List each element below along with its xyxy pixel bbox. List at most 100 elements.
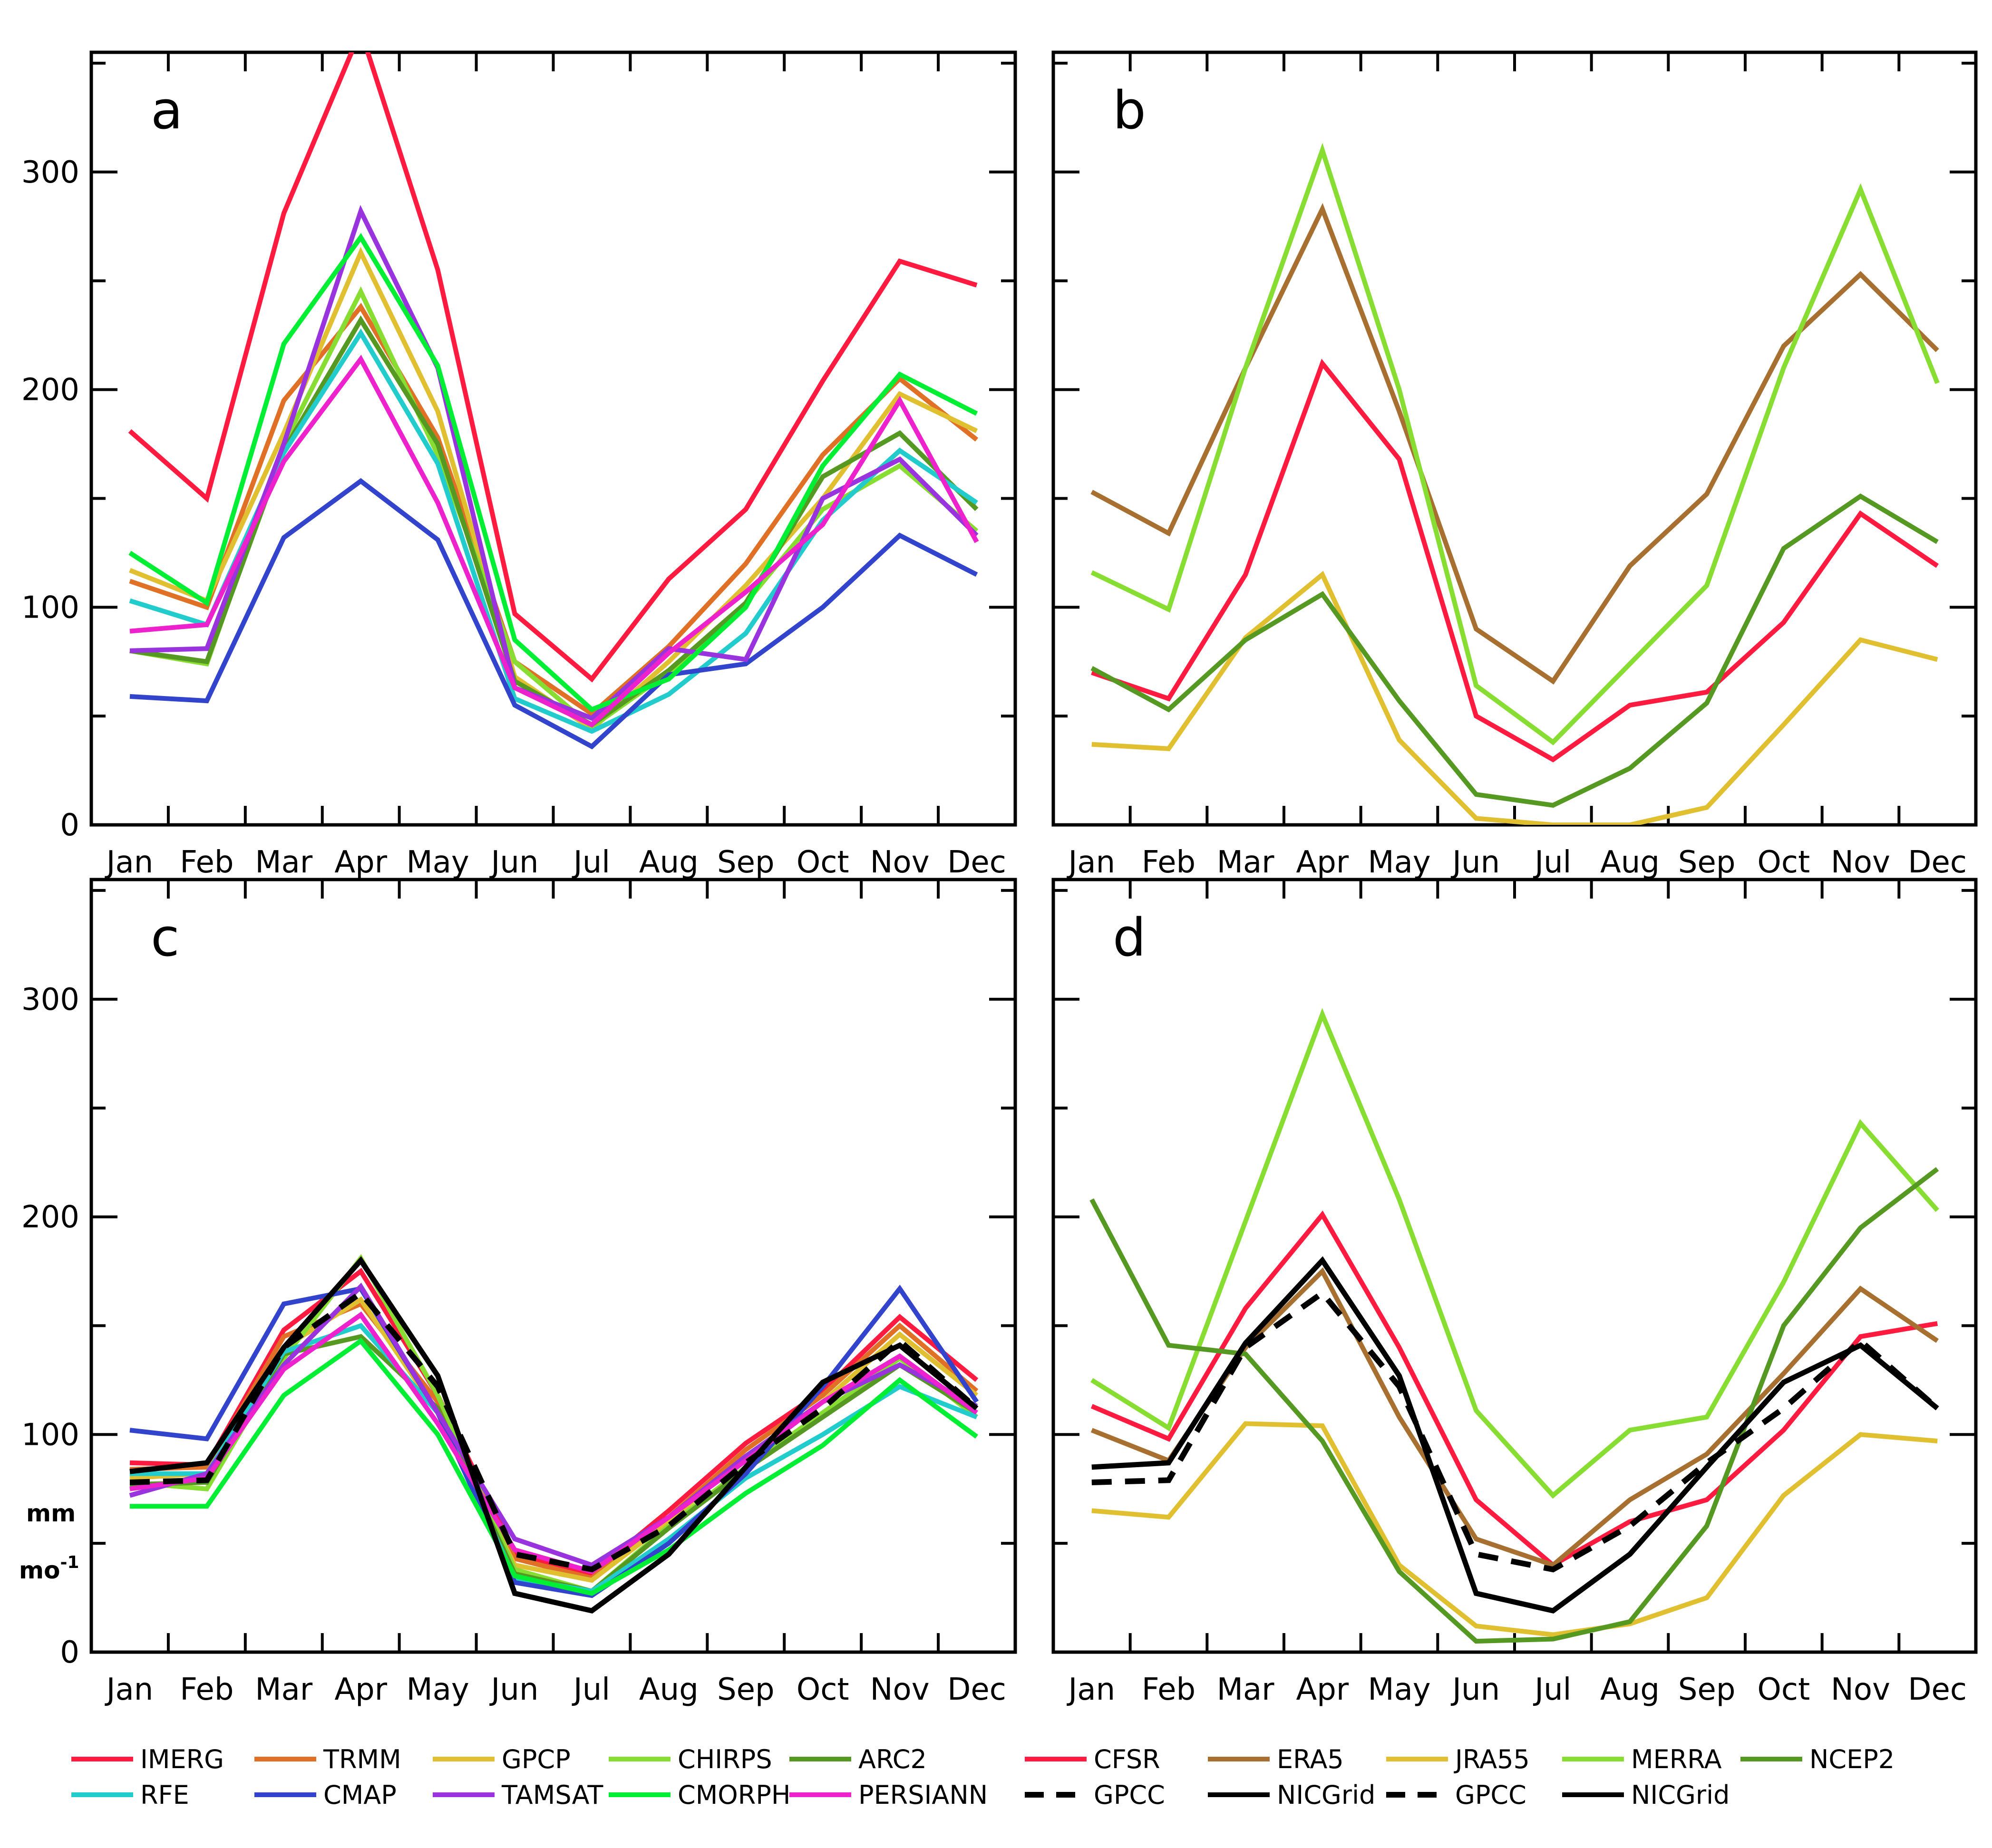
series-line-gpcp: [129, 1296, 979, 1583]
legend-item-merra: MERRA: [1562, 1744, 1722, 1774]
unit-label-mo: mo-1: [19, 1553, 79, 1584]
legend-label: PERSIANN: [858, 1780, 988, 1810]
x-tick-label: Nov: [870, 845, 930, 880]
x-tick-label: Sep: [717, 1672, 775, 1707]
panel-letter: b: [1113, 80, 1146, 141]
legend-label: CMORPH: [678, 1780, 791, 1810]
x-tick-label: Nov: [1831, 1672, 1890, 1707]
x-tick-label: Dec: [1908, 845, 1967, 880]
legend: IMERG TRMM GPCP CHIRPS ARC2 CFSR ERA5 JRA55 MERR…: [71, 1744, 1895, 1810]
x-tick-label: Feb: [180, 845, 233, 880]
x-tick-label: Aug: [1600, 845, 1660, 880]
x-tick-label: Apr: [1296, 1672, 1349, 1707]
series-group: [1090, 143, 1940, 825]
legend-label: CHIRPS: [678, 1744, 772, 1774]
legend-item-nicgrid: NICGrid: [1208, 1780, 1375, 1810]
panel-d: Jan Feb Mar Apr May Jun Jul Aug Sep Oct Nov Dec d: [1051, 878, 1978, 1707]
legend-label: GPCP: [502, 1744, 571, 1774]
series-line-trmm: [129, 302, 979, 717]
series-line-cmap: [129, 478, 978, 750]
legend-item-gpcp: GPCP: [433, 1744, 571, 1774]
panel-letter: c: [151, 907, 179, 968]
panel-a: Jan Feb Mar Apr May Jun Jul Aug Sep Oct Nov Dec 0 100…: [21, 50, 1017, 880]
series-line-imerg: [128, 52, 978, 683]
legend-item-era5: ERA5: [1208, 1744, 1344, 1774]
legend-label: ARC2: [858, 1744, 927, 1774]
x-tick-label: Oct: [797, 845, 849, 880]
x-tick-label: Aug: [1600, 1672, 1660, 1707]
unit-label-superscript: -1: [60, 1553, 79, 1572]
legend-label: IMERG: [140, 1744, 224, 1774]
series-group: [129, 1254, 979, 1614]
y-tick-label: 100: [21, 1417, 79, 1452]
legend-item-ncep2: NCEP2: [1740, 1744, 1895, 1774]
y-tick-label: 200: [21, 373, 79, 408]
x-tick-label: Jun: [1450, 1672, 1500, 1707]
series-line-cfsr: [1090, 1210, 1938, 1568]
x-tick-label: Sep: [1678, 845, 1736, 880]
y-tick-label: 300: [21, 982, 79, 1017]
x-tick-label: Nov: [1831, 845, 1890, 880]
unit-label-mo-text: mo: [19, 1557, 60, 1584]
series-line-gpcp: [129, 247, 978, 732]
legend-item-gpcc: GPCC: [1025, 1780, 1165, 1810]
series-group: [1089, 1008, 1940, 1644]
x-tick-label: Nov: [870, 1672, 930, 1707]
legend-label: GPCC: [1094, 1780, 1165, 1810]
x-tick-label: May: [406, 845, 469, 880]
x-tick-label: Jul: [572, 1672, 610, 1707]
x-tick-label: Feb: [180, 1672, 233, 1707]
x-tick-label: Mar: [1217, 1672, 1274, 1707]
legend-label: JRA55: [1454, 1744, 1530, 1774]
series-line-merra: [1090, 1008, 1939, 1499]
x-tick-label: May: [406, 1672, 469, 1707]
legend-item-cfsr: CFSR: [1025, 1744, 1160, 1774]
x-tick-label: Jan: [105, 1672, 154, 1707]
x-tick-label: Sep: [1678, 1672, 1736, 1707]
x-tick-label: Oct: [1758, 1672, 1810, 1707]
x-tick-label: Jun: [489, 845, 539, 880]
x-tick-label: Mar: [255, 845, 312, 880]
legend-item-jra55: JRA55: [1386, 1744, 1530, 1774]
panel-frame: [89, 878, 1017, 1654]
unit-label-mm: mm: [26, 1500, 76, 1527]
series-line-trmm: [129, 1301, 979, 1581]
x-tick-label: Oct: [1758, 845, 1810, 880]
x-tick-label: Apr: [334, 845, 387, 880]
series-group: [128, 52, 979, 750]
series-line-cmorph: [130, 1337, 978, 1596]
x-tick-label: Sep: [717, 845, 775, 880]
legend-label: GPCC: [1455, 1780, 1526, 1810]
panel-letter: a: [151, 80, 183, 141]
legend-item-trmm: TRMM: [254, 1744, 401, 1774]
series-line-era5: [1090, 1267, 1939, 1568]
legend-item-tamsat: TAMSAT: [433, 1780, 603, 1810]
series-line-merra: [1090, 143, 1940, 745]
series-line-tamsat: [129, 1282, 978, 1568]
x-tick-label: Jun: [1450, 845, 1500, 880]
legend-item-imerg: IMERG: [71, 1744, 224, 1774]
panel-letter: d: [1113, 907, 1146, 968]
series-line-persiann: [129, 355, 979, 728]
x-tick-label: Mar: [255, 1672, 312, 1707]
y-tick-label: 100: [21, 590, 79, 625]
x-tick-label: Dec: [947, 845, 1006, 880]
legend-label: ERA5: [1277, 1744, 1344, 1774]
legend-item-rfe: RFE: [71, 1780, 189, 1810]
series-line-jra55: [1091, 571, 1938, 825]
legend-item-gpcc: GPCC: [1386, 1780, 1526, 1810]
x-tick-label: Jan: [105, 845, 154, 880]
series-line-cmap: [129, 1285, 979, 1598]
legend-label: MERRA: [1631, 1744, 1722, 1774]
legend-label: TAMSAT: [501, 1780, 603, 1810]
panel-c: Jan Feb Mar Apr May Jun Jul Aug Sep Oct Nov Dec 0 100…: [21, 878, 1017, 1707]
y-tick-label: 0: [60, 1635, 79, 1670]
x-tick-label: Jul: [1533, 1672, 1571, 1707]
x-tick-label: Aug: [639, 845, 699, 880]
legend-item-cmap: CMAP: [254, 1780, 397, 1810]
x-tick-label: Jul: [1533, 845, 1571, 880]
series-line-cfsr: [1091, 358, 1939, 763]
x-tick-label: Dec: [1908, 1672, 1967, 1707]
y-axis-unit-label: mm mo-1: [19, 1500, 79, 1584]
